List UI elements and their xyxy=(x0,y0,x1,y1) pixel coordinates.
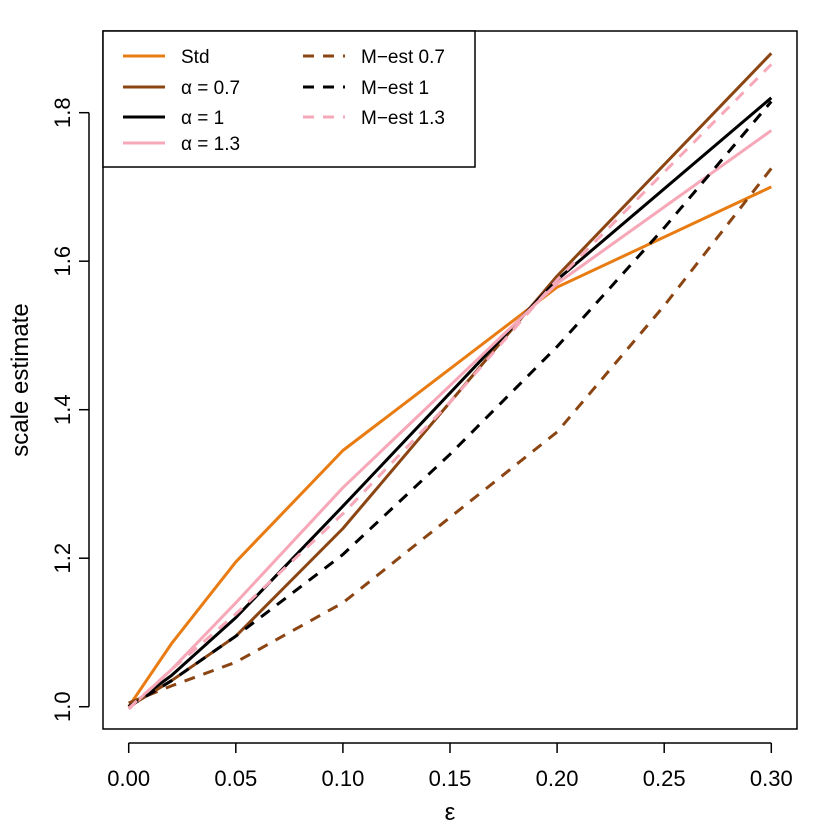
y-tick-label: 1.8 xyxy=(50,97,75,128)
legend-label-m-est-0-7: M−est 0.7 xyxy=(361,47,445,68)
x-tick-label: 0.05 xyxy=(214,766,257,791)
legend-label-std: Std xyxy=(181,47,210,68)
series-line-m-est-0-7 xyxy=(128,167,773,705)
x-tick-label: 0.00 xyxy=(107,766,150,791)
y-tick-label: 1.4 xyxy=(50,394,75,425)
y-axis: 1.0 1.2 1.4 1.6 1.8 xyxy=(50,97,90,722)
legend-label-alpha-0-7: α = 0.7 xyxy=(181,78,240,99)
x-tick-label: 0.20 xyxy=(536,766,579,791)
x-tick-label: 0.30 xyxy=(750,766,793,791)
series-line-alpha-1 xyxy=(127,96,773,708)
series-line-m-est-1-3 xyxy=(127,63,773,710)
legend-label-alpha-1-3: α = 1.3 xyxy=(181,134,240,155)
legend: Std α = 0.7 α = 1 α = 1.3 M−est 0.7 M−est 1 M−… xyxy=(102,30,476,168)
legend-label-m-est-1-3: M−est 1.3 xyxy=(361,108,445,129)
series-line-m-est-1 xyxy=(127,100,773,708)
x-tick-label: 0.25 xyxy=(643,766,686,791)
x-tick-label: 0.10 xyxy=(321,766,364,791)
legend-label-alpha-1: α = 1 xyxy=(181,108,224,129)
y-tick-label: 1.2 xyxy=(50,543,75,574)
series-line-std xyxy=(127,185,772,708)
y-tick-label: 1.6 xyxy=(50,246,75,277)
y-axis-title: scale estimate xyxy=(7,303,34,456)
series-layer xyxy=(127,52,773,711)
legend-label-m-est-1: M−est 1 xyxy=(361,78,429,99)
y-tick-label: 1.0 xyxy=(50,691,75,722)
x-axis: 0.00 0.05 0.10 0.15 0.20 0.25 0.30 xyxy=(107,742,793,791)
x-axis-title: ε xyxy=(445,799,456,826)
x-tick-label: 0.15 xyxy=(429,766,472,791)
